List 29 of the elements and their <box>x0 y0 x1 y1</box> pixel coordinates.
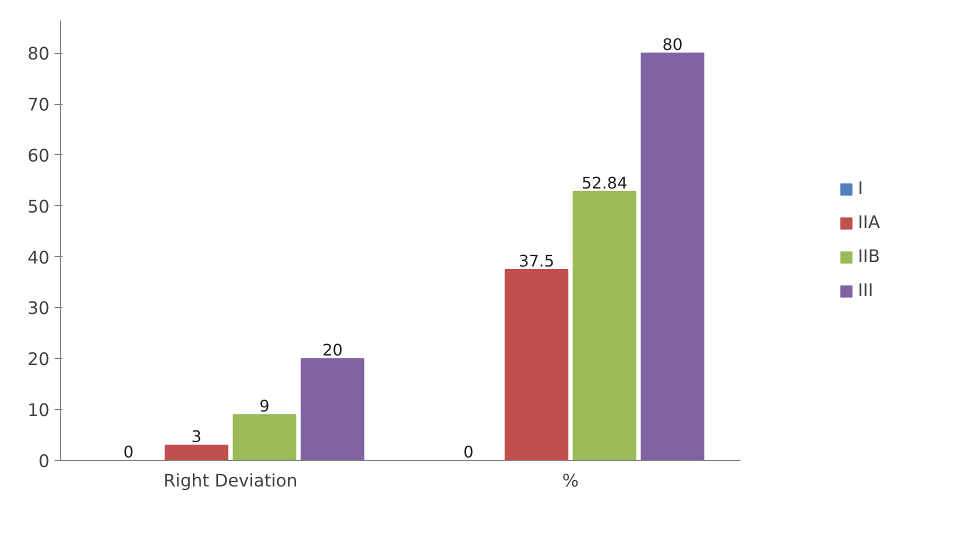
data-label: 52.84 <box>582 173 628 192</box>
legend-label: III <box>858 281 874 301</box>
y-tick-label: 30 <box>27 299 50 320</box>
legend-label: IIA <box>858 213 880 233</box>
y-tick-label: 0 <box>38 452 50 472</box>
bar <box>504 269 568 460</box>
data-label: 37.5 <box>518 252 554 271</box>
y-tick-label: 60 <box>27 146 50 166</box>
legend-label: IIB <box>858 247 880 267</box>
y-tick-label: 20 <box>27 350 50 370</box>
y-tick-label: 50 <box>27 197 50 218</box>
bar <box>232 414 296 460</box>
data-label: 3 <box>191 427 202 446</box>
y-tick-label: 70 <box>27 96 50 116</box>
bar <box>640 52 704 460</box>
bar <box>300 358 364 460</box>
bar <box>572 190 636 460</box>
data-label: 20 <box>322 340 343 360</box>
y-tick-label: 80 <box>27 44 50 65</box>
y-tick-label: 10 <box>27 401 50 422</box>
data-label: 0 <box>463 442 474 462</box>
x-tick-label: Right Deviation <box>163 472 298 492</box>
legend-label: I <box>858 179 864 199</box>
data-label: 9 <box>259 396 270 416</box>
data-label: 0 <box>123 442 134 462</box>
data-label: 80 <box>662 35 683 54</box>
bar <box>164 444 228 460</box>
x-tick-label: % <box>562 472 579 492</box>
y-tick-label: 40 <box>27 248 50 268</box>
